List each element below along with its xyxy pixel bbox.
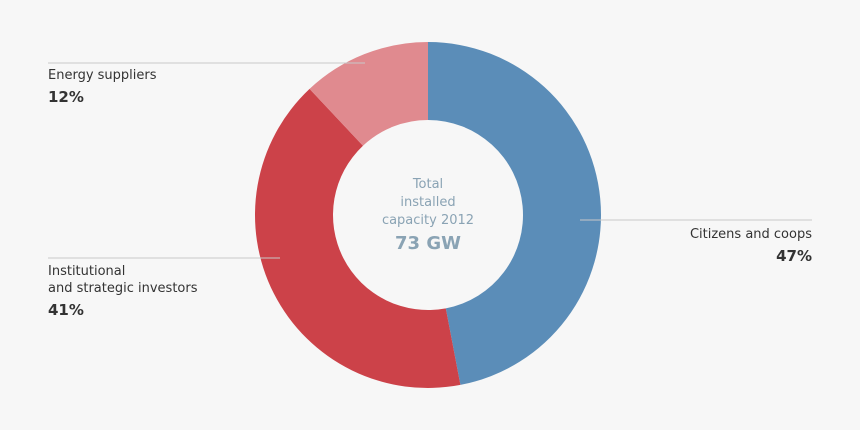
value-label: 12% [48,88,84,106]
center-value: 73 GW [395,233,461,254]
value-label: 47% [776,247,812,265]
donut-segment [255,88,461,388]
segment-label: Institutional and strategic investors [48,264,198,296]
donut-segment [428,42,602,385]
segment-label: Energy suppliers [48,68,157,83]
segment-label: Citizens and coops [689,227,812,242]
value-label: 41% [48,301,84,319]
center-label: Total installed capacity 2012 [381,177,475,228]
donut-segment [309,42,428,146]
